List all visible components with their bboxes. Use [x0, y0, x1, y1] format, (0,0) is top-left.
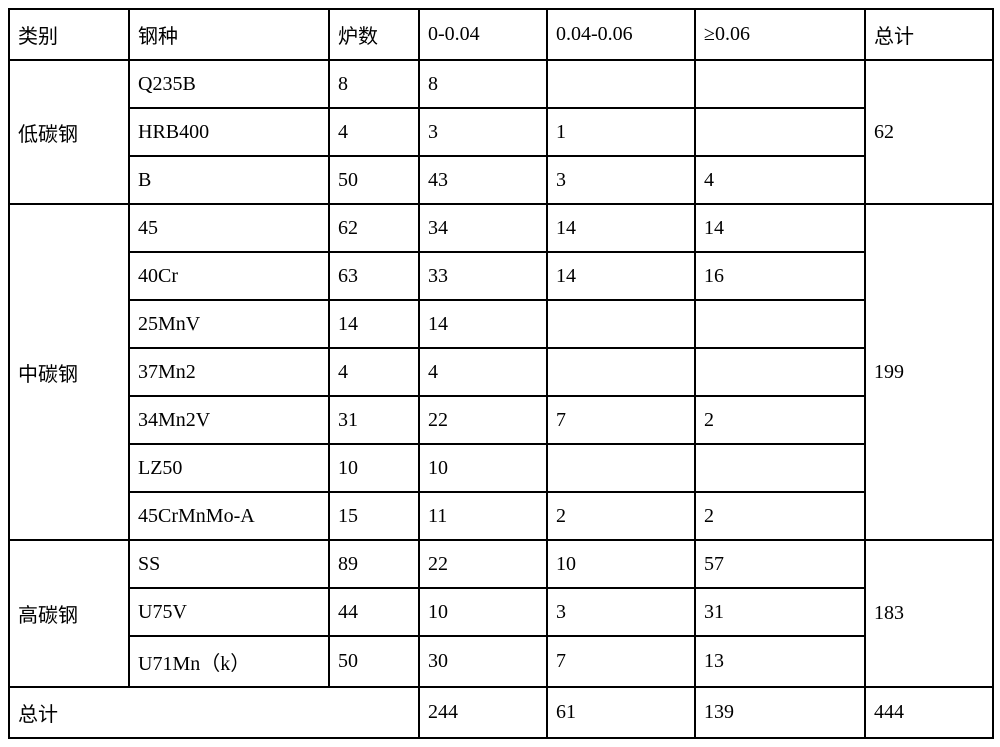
grade-cell: 45 — [129, 204, 329, 252]
grade-cell: 37Mn2 — [129, 348, 329, 396]
category-cell: 中碳钢 — [9, 204, 129, 540]
table-row: U75V 44 10 3 31 — [9, 588, 993, 636]
r0-cell: 22 — [419, 540, 547, 588]
grade-cell: 25MnV — [129, 300, 329, 348]
grade-cell: U75V — [129, 588, 329, 636]
heats-cell: 8 — [329, 60, 419, 108]
table-row: 高碳钢 SS 89 22 10 57 183 — [9, 540, 993, 588]
category-cell: 低碳钢 — [9, 60, 129, 204]
r2-cell — [695, 108, 865, 156]
r0-cell: 33 — [419, 252, 547, 300]
heats-cell: 50 — [329, 636, 419, 687]
footer-label: 总计 — [9, 687, 419, 738]
r1-cell — [547, 300, 695, 348]
table-row: LZ50 10 10 — [9, 444, 993, 492]
heats-cell: 63 — [329, 252, 419, 300]
r1-cell — [547, 348, 695, 396]
r2-cell — [695, 444, 865, 492]
r1-cell: 2 — [547, 492, 695, 540]
col-range-0: 0-0.04 — [419, 9, 547, 60]
r0-cell: 43 — [419, 156, 547, 204]
r1-cell: 1 — [547, 108, 695, 156]
r2-cell: 14 — [695, 204, 865, 252]
grade-cell: SS — [129, 540, 329, 588]
r2-cell: 2 — [695, 492, 865, 540]
r1-cell: 3 — [547, 588, 695, 636]
col-heats: 炉数 — [329, 9, 419, 60]
r1-cell: 7 — [547, 396, 695, 444]
footer-row: 总计 244 61 139 444 — [9, 687, 993, 738]
table-row: B 50 43 3 4 — [9, 156, 993, 204]
r0-cell: 3 — [419, 108, 547, 156]
table-row: 34Mn2V 31 22 7 2 — [9, 396, 993, 444]
group-total-cell: 199 — [865, 204, 993, 540]
col-range-1: 0.04-0.06 — [547, 9, 695, 60]
heats-cell: 44 — [329, 588, 419, 636]
heats-cell: 10 — [329, 444, 419, 492]
r0-cell: 10 — [419, 444, 547, 492]
r2-cell: 2 — [695, 396, 865, 444]
r1-cell: 14 — [547, 252, 695, 300]
r1-cell — [547, 444, 695, 492]
grade-cell: U71Mn（k） — [129, 636, 329, 687]
heats-cell: 14 — [329, 300, 419, 348]
r2-cell — [695, 348, 865, 396]
r0-cell: 8 — [419, 60, 547, 108]
footer-r2: 139 — [695, 687, 865, 738]
grade-cell: 34Mn2V — [129, 396, 329, 444]
col-category: 类别 — [9, 9, 129, 60]
r1-cell: 14 — [547, 204, 695, 252]
footer-r0: 244 — [419, 687, 547, 738]
steel-data-table: 类别 钢种 炉数 0-0.04 0.04-0.06 ≥0.06 总计 低碳钢 Q… — [8, 8, 994, 739]
r2-cell: 13 — [695, 636, 865, 687]
r2-cell: 16 — [695, 252, 865, 300]
group-total-cell: 62 — [865, 60, 993, 204]
footer-grand: 444 — [865, 687, 993, 738]
heats-cell: 31 — [329, 396, 419, 444]
r2-cell: 31 — [695, 588, 865, 636]
heats-cell: 4 — [329, 108, 419, 156]
heats-cell: 62 — [329, 204, 419, 252]
heats-cell: 50 — [329, 156, 419, 204]
col-grade: 钢种 — [129, 9, 329, 60]
heats-cell: 15 — [329, 492, 419, 540]
r1-cell — [547, 60, 695, 108]
category-cell: 高碳钢 — [9, 540, 129, 687]
r0-cell: 11 — [419, 492, 547, 540]
col-range-2: ≥0.06 — [695, 9, 865, 60]
table-row: 低碳钢 Q235B 8 8 62 — [9, 60, 993, 108]
grade-cell: HRB400 — [129, 108, 329, 156]
table-row: 25MnV 14 14 — [9, 300, 993, 348]
grade-cell: B — [129, 156, 329, 204]
r1-cell: 3 — [547, 156, 695, 204]
table-row: 37Mn2 4 4 — [9, 348, 993, 396]
table-row: 中碳钢 45 62 34 14 14 199 — [9, 204, 993, 252]
footer-r1: 61 — [547, 687, 695, 738]
r0-cell: 14 — [419, 300, 547, 348]
header-row: 类别 钢种 炉数 0-0.04 0.04-0.06 ≥0.06 总计 — [9, 9, 993, 60]
table-row: 45CrMnMo-A 15 11 2 2 — [9, 492, 993, 540]
r0-cell: 22 — [419, 396, 547, 444]
heats-cell: 89 — [329, 540, 419, 588]
table-row: HRB400 4 3 1 — [9, 108, 993, 156]
grade-cell: 45CrMnMo-A — [129, 492, 329, 540]
table-row: 40Cr 63 33 14 16 — [9, 252, 993, 300]
r2-cell: 4 — [695, 156, 865, 204]
r0-cell: 30 — [419, 636, 547, 687]
table-row: U71Mn（k） 50 30 7 13 — [9, 636, 993, 687]
r1-cell: 7 — [547, 636, 695, 687]
r0-cell: 4 — [419, 348, 547, 396]
r2-cell — [695, 300, 865, 348]
r1-cell: 10 — [547, 540, 695, 588]
group-total-cell: 183 — [865, 540, 993, 687]
heats-cell: 4 — [329, 348, 419, 396]
grade-cell: Q235B — [129, 60, 329, 108]
col-total: 总计 — [865, 9, 993, 60]
grade-cell: 40Cr — [129, 252, 329, 300]
grade-cell: LZ50 — [129, 444, 329, 492]
r2-cell: 57 — [695, 540, 865, 588]
r0-cell: 34 — [419, 204, 547, 252]
r0-cell: 10 — [419, 588, 547, 636]
r2-cell — [695, 60, 865, 108]
